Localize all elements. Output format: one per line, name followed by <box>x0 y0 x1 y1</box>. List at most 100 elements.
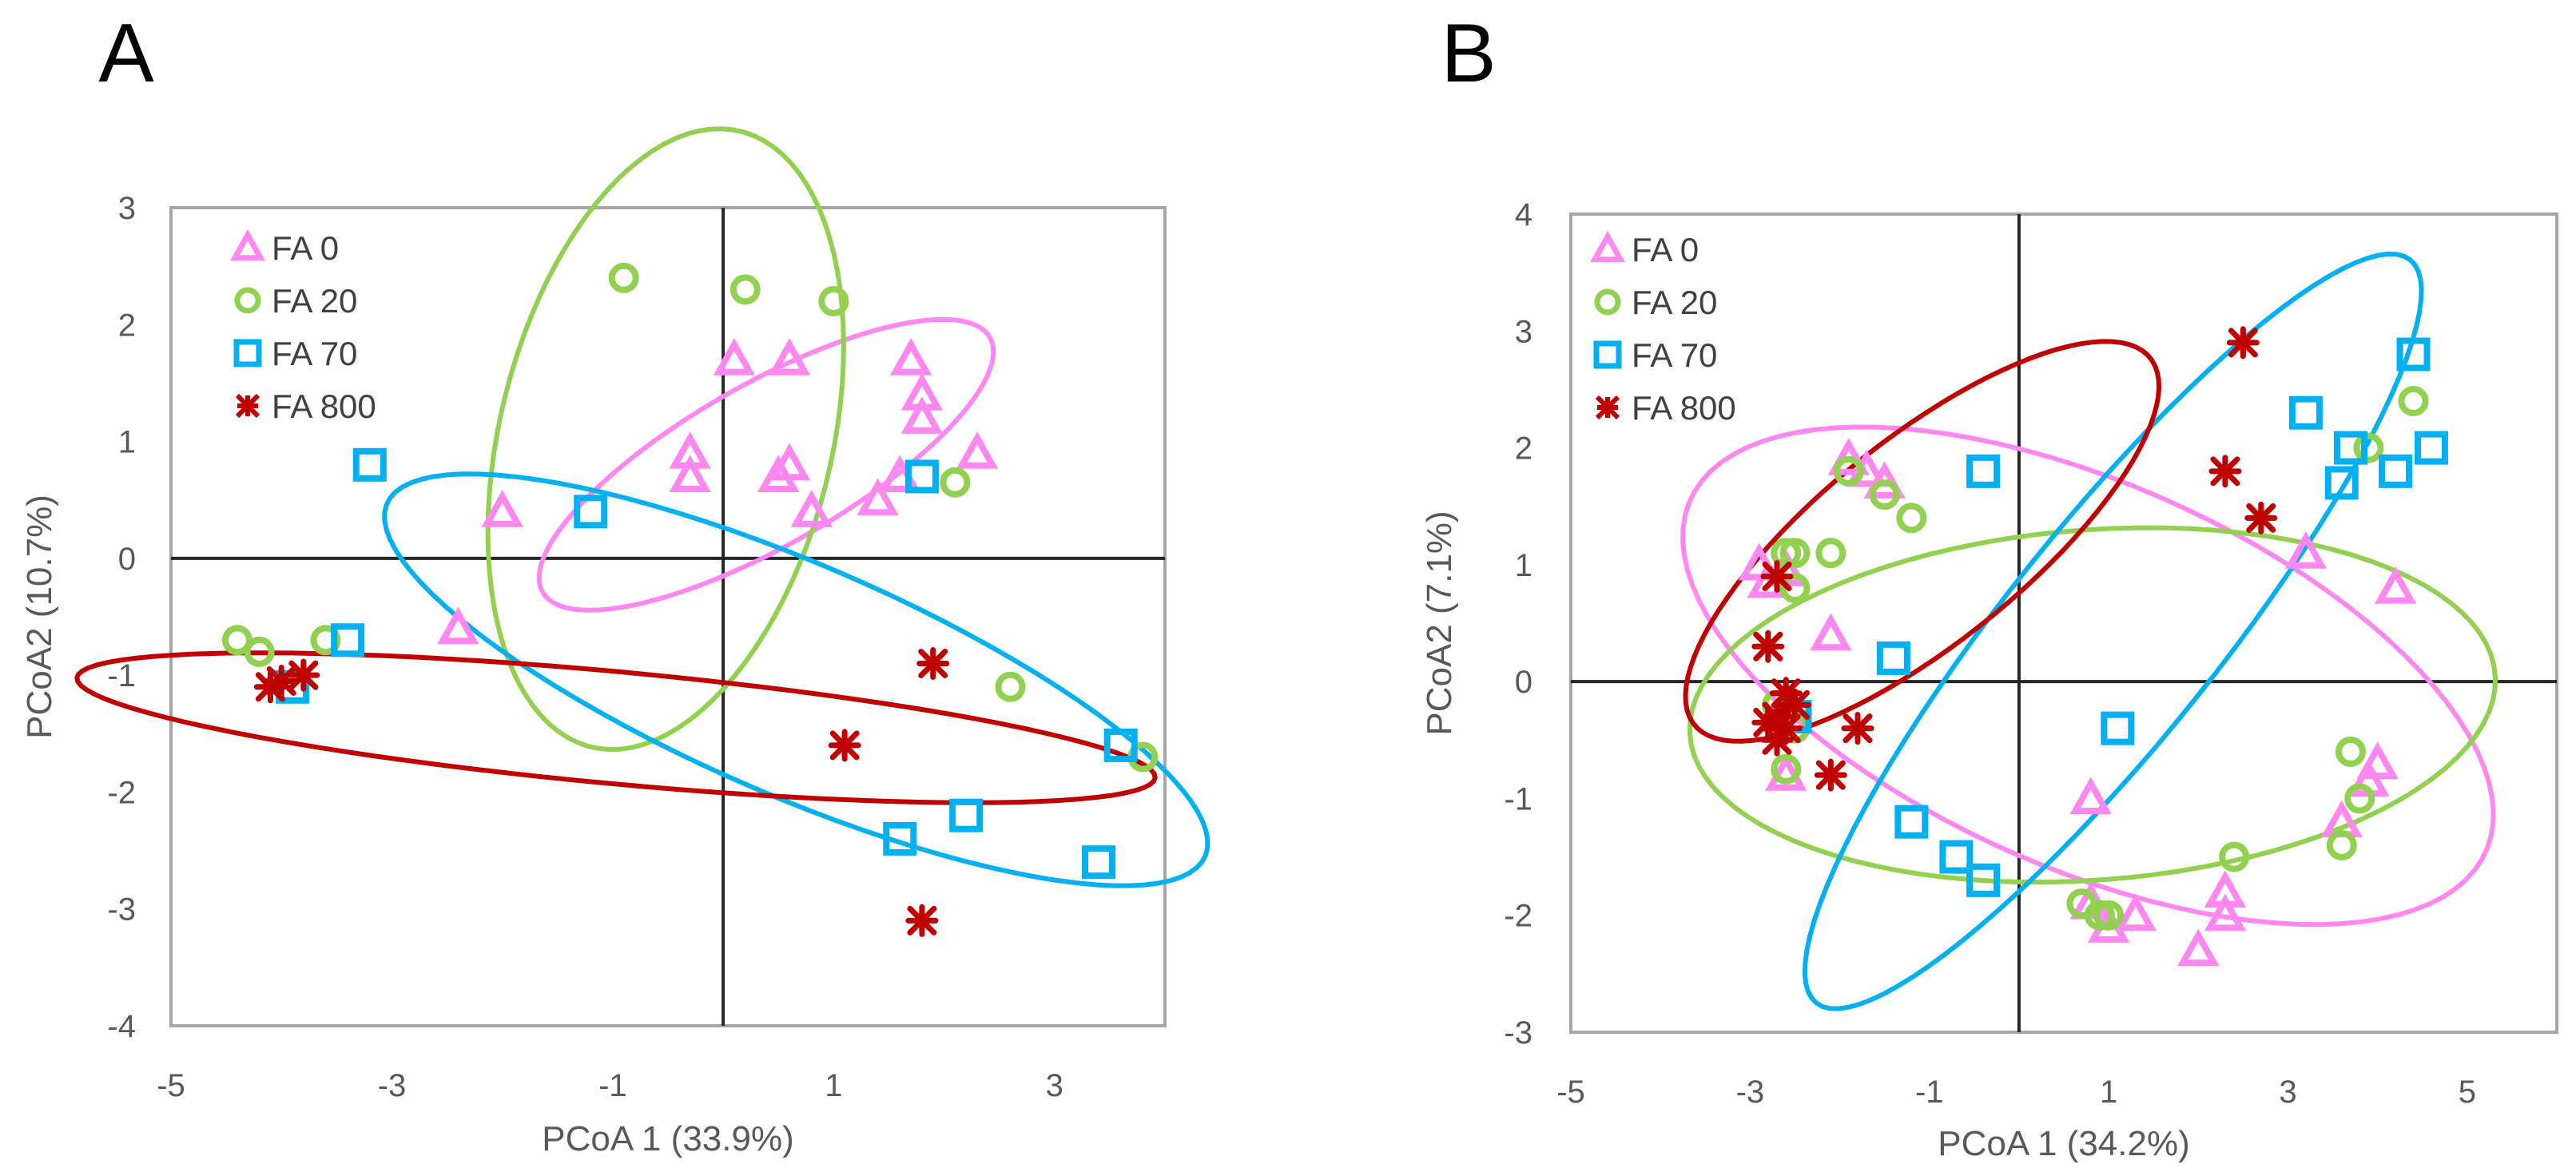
x-tick-label: -5 <box>1556 1075 1585 1110</box>
legend-triangle-icon-0 <box>230 228 265 261</box>
legend-label: FA 70 <box>272 335 357 372</box>
circle-marker-18 <box>2093 900 2125 931</box>
x-marker-2 <box>287 658 320 692</box>
ellipses-group <box>1680 251 2498 1011</box>
square-marker-8 <box>2101 711 2135 745</box>
plot-area <box>1569 213 2558 1034</box>
y-tick-label: 1 <box>118 425 136 460</box>
chart-panel-a: A -5 -3 -1 1 3 3 2 1 0 -1 -2 -3 -4 PCoA 1 (33.9%) PCoA2… <box>20 7 1210 1158</box>
y-axis-title: PCoA2 (10.7%) <box>20 495 59 739</box>
y-axis-title: PCoA2 (7.1%) <box>1420 511 1459 735</box>
square-marker-4 <box>2324 466 2359 500</box>
panel-letter: B <box>1441 7 1496 100</box>
ellipse-fa-20 <box>1687 525 2498 885</box>
square-marker-3 <box>331 623 365 658</box>
triangle-marker-0 <box>713 337 756 375</box>
x-tick-label: -3 <box>378 1068 407 1103</box>
x-marker-2 <box>2244 501 2278 534</box>
square-marker-6 <box>1966 454 2001 488</box>
x-marker-1 <box>253 670 287 704</box>
x-tick-label: -1 <box>598 1068 627 1103</box>
legend-circle-icon-1 <box>1594 288 1621 316</box>
x-marker-10 <box>1760 723 1794 757</box>
y-tick-label: 3 <box>118 191 136 226</box>
ellipse-fa-0 <box>1680 424 2496 928</box>
triangle-marker-1 <box>768 337 811 375</box>
square-marker-5 <box>2379 454 2413 488</box>
circle-marker-2 <box>818 286 849 317</box>
triangle-marker-7 <box>669 455 711 493</box>
square-marker-0 <box>352 447 387 482</box>
circle-marker-5 <box>244 636 275 667</box>
series-fa-20 <box>221 262 1159 773</box>
circle-marker-3 <box>1815 538 1847 569</box>
y-tick-label: -4 <box>107 1009 136 1044</box>
ellipse-fa-800 <box>74 650 1158 805</box>
x-tick-label: 1 <box>2100 1075 2117 1110</box>
legend-x-icon-3 <box>1595 395 1620 420</box>
circle-marker-0 <box>1833 455 1864 487</box>
triangle-marker-8 <box>2374 566 2417 604</box>
triangle-marker-18 <box>2177 928 2220 967</box>
circle-marker-0 <box>608 262 639 293</box>
circle-marker-15 <box>2219 841 2250 872</box>
square-marker-10 <box>1894 805 1929 839</box>
y-tick-label: 0 <box>1515 665 1532 700</box>
triangle-marker-14 <box>437 606 479 645</box>
triangle-marker-11 <box>857 478 899 516</box>
x-tick-label: -1 <box>1915 1075 1944 1110</box>
legend-label: FA 70 <box>1632 336 1717 374</box>
ellipse-fa-800 <box>1683 339 2162 744</box>
circle-marker-14 <box>2326 829 2357 860</box>
x-tick-label: -5 <box>157 1068 185 1103</box>
plot-area <box>169 206 1167 1027</box>
circle-marker-13 <box>2344 783 2375 814</box>
series-fa-20 <box>1762 386 2429 931</box>
triangle-marker-10 <box>790 490 833 527</box>
y-tick-label: -3 <box>1504 1015 1532 1051</box>
y-tick-label: -1 <box>1504 781 1532 816</box>
y-tick-label: -2 <box>107 775 136 810</box>
triangle-marker-12 <box>2069 777 2112 815</box>
y-tick-label: 0 <box>118 542 136 577</box>
x-axis-title: PCoA 1 (33.9%) <box>542 1119 794 1158</box>
y-tick-label: 2 <box>1515 431 1532 467</box>
circle-marker-11 <box>2353 432 2384 463</box>
legend-circle-icon-1 <box>234 287 261 314</box>
series-fa-800 <box>1751 326 2278 792</box>
legend: FA 0 FA 20 FA 70 FA 800 <box>1590 230 1736 427</box>
triangle-marker-15 <box>2114 893 2157 932</box>
legend-label: FA 800 <box>1632 389 1736 427</box>
triangle-marker-7 <box>2284 531 2328 569</box>
legend-label: FA 0 <box>272 229 339 267</box>
circle-marker-9 <box>1771 753 1802 785</box>
circle-marker-5 <box>1779 538 1811 569</box>
circle-marker-6 <box>310 625 341 656</box>
chart-panel-b: B -5 -3 -1 1 3 5 4 3 2 1 0 -1 -2 -3 PCoA 1 (34.2%) PCoA2… <box>1420 7 2558 1163</box>
x-marker-0 <box>2226 326 2260 360</box>
x-marker-3 <box>916 647 950 681</box>
legend-square-icon-2 <box>1593 340 1622 369</box>
x-marker-6 <box>1778 688 1811 721</box>
circle-marker-2 <box>1896 503 1927 534</box>
square-marker-1 <box>574 495 608 529</box>
y-tick-label: -3 <box>107 892 136 928</box>
circle-marker-3 <box>940 467 971 498</box>
x-marker-4 <box>828 729 861 762</box>
triangle-marker-4 <box>900 396 944 434</box>
y-tick-label: 1 <box>1515 548 1532 583</box>
square-marker-11 <box>1939 840 1974 874</box>
y-tick-label: 3 <box>1515 314 1532 349</box>
legend-x-icon-3 <box>235 393 260 419</box>
legend-triangle-icon-0 <box>1590 230 1625 263</box>
ellipse-fa-20 <box>485 126 846 753</box>
circle-marker-1 <box>1869 479 1900 511</box>
triangle-marker-17 <box>2204 893 2247 932</box>
circle-marker-7 <box>995 671 1026 702</box>
y-tick-label: 4 <box>1515 197 1532 232</box>
x-marker-4 <box>1751 630 1785 663</box>
square-marker-2 <box>904 459 939 494</box>
x-marker-1 <box>2208 455 2242 488</box>
ellipse-fa-70 <box>382 471 1210 888</box>
